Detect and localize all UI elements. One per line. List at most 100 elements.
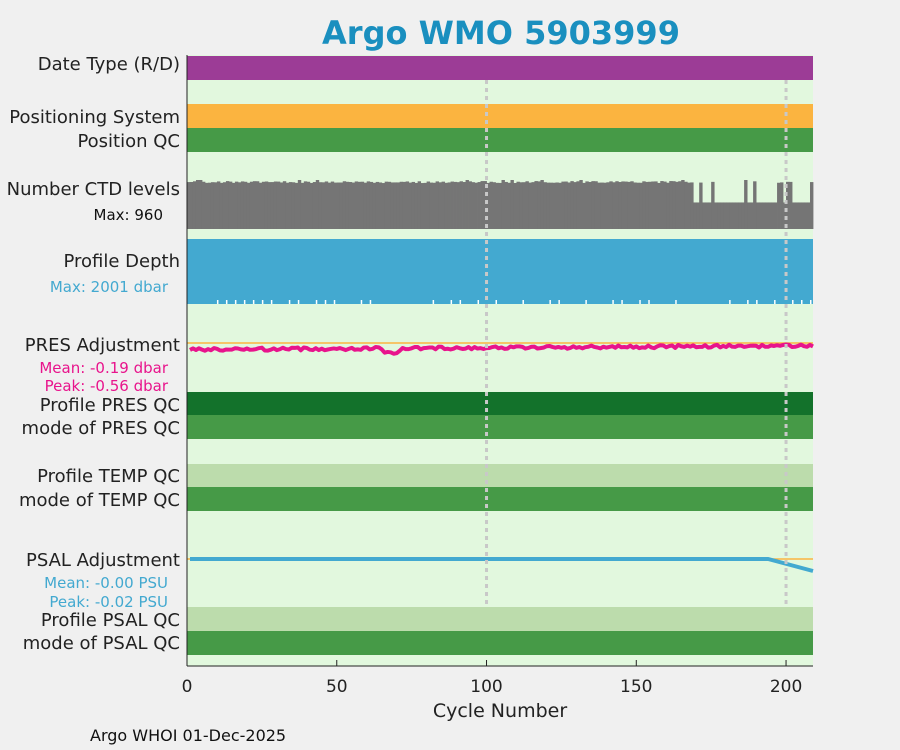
ctd-max-label: Max: 960 (94, 206, 163, 224)
ctd-bar (486, 182, 490, 229)
depth-notch (216, 300, 219, 304)
ctd-bar (327, 182, 332, 229)
ctd-bar (561, 181, 565, 229)
ctd-bar (702, 202, 706, 229)
ctd-bar (465, 180, 469, 229)
ctd-bar (396, 182, 401, 229)
ctd-bar (294, 182, 299, 229)
ctd-bar (600, 182, 604, 229)
ctd-bar (579, 180, 583, 229)
ctd-bar (747, 202, 751, 229)
ctd-bar (651, 181, 655, 229)
depth-max-label: Max: 2001 dbar (50, 278, 169, 296)
profile-temp-qc-bar (187, 464, 813, 487)
ctd-bar (516, 181, 520, 229)
ctd-bar (417, 181, 422, 229)
ctd-bar (324, 181, 329, 229)
depth-notch (360, 300, 363, 304)
ctd-bar (510, 180, 514, 229)
depth-notch (648, 300, 650, 304)
ctd-bar (390, 182, 395, 229)
ctd-bar (771, 202, 775, 229)
ctd-bar (789, 181, 793, 229)
depth-notch (495, 300, 498, 304)
data-series (187, 180, 814, 573)
ctd-bar (642, 181, 646, 229)
ctd-bar (420, 183, 425, 229)
ctd-bar (246, 182, 251, 229)
ctd-bar (612, 182, 616, 229)
ctd-bar (381, 183, 386, 229)
ctd-bar (351, 182, 356, 229)
ctd-bar (648, 181, 652, 229)
ctd-bar (585, 181, 589, 229)
ctd-bar (606, 182, 610, 229)
plot-background (187, 55, 813, 666)
depth-notch (477, 300, 480, 304)
ctd-bar (711, 181, 715, 229)
ctd-bar (477, 182, 481, 229)
depth-notch (639, 300, 641, 304)
ctd-bar (306, 181, 311, 229)
ctd-bar (543, 182, 547, 229)
ctd-bar (237, 182, 242, 229)
ctd-bar (441, 181, 445, 229)
ctd-bar (513, 182, 517, 229)
ctd-bar (783, 202, 787, 229)
ctd-bar (279, 182, 284, 229)
qc-bars (187, 56, 813, 655)
ctd-bar (336, 182, 341, 229)
ctd-bar (252, 181, 257, 229)
ctd-bar (732, 202, 736, 229)
ctd-bar (348, 182, 353, 229)
ctd-bar (630, 181, 634, 229)
ctd-bar (795, 202, 799, 229)
depth-notch (756, 300, 758, 304)
label-position-qc: Position QC (77, 131, 180, 152)
ctd-bar (534, 181, 538, 229)
ctd-bar (777, 182, 781, 229)
ctd-bar (357, 181, 362, 229)
x-axis-label: Cycle Number (433, 700, 567, 722)
ctd-bar (438, 182, 442, 229)
ctd-bar (798, 202, 802, 229)
ctd-bar (627, 181, 631, 229)
ctd-bar (690, 182, 694, 229)
ctd-bar (720, 202, 724, 229)
ctd-bar (339, 182, 344, 229)
label-data-type: Date Type (R/D) (38, 54, 180, 75)
ctd-bar (360, 181, 365, 229)
ctd-bar (204, 182, 209, 229)
ctd-bar (192, 181, 197, 229)
pres-peak-label: Peak: -0.56 dbar (45, 377, 169, 395)
ctd-bar (300, 182, 305, 229)
ctd-bar (567, 182, 571, 229)
depth-notch (369, 300, 372, 304)
ctd-bar (519, 182, 523, 229)
ctd-bar (414, 182, 419, 229)
ctd-bar (801, 202, 805, 229)
x-tick-label-200: 200 (770, 677, 802, 697)
ctd-bar (318, 182, 323, 229)
ctd-bar (741, 202, 745, 229)
position-qc-bar (187, 128, 813, 152)
ctd-bar (525, 181, 529, 229)
depth-notch (261, 300, 264, 304)
ctd-bar (531, 182, 535, 229)
ctd-bar (615, 181, 619, 229)
ctd-bar (603, 182, 607, 229)
ctd-bar (528, 182, 532, 229)
ctd-bar (399, 181, 404, 229)
background-bands (187, 55, 813, 666)
ctd-bar (483, 181, 487, 229)
ctd-bar (639, 182, 643, 229)
profile-psal-qc-bar (187, 607, 813, 631)
ctd-bar (258, 182, 263, 229)
ctd-bar (201, 181, 206, 229)
x-tick-label-50: 50 (326, 677, 348, 697)
ctd-bar (504, 181, 508, 229)
ctd-bar (624, 181, 628, 229)
ctd-bar (366, 181, 371, 229)
ctd-bar (429, 182, 434, 229)
ctd-bar (474, 182, 478, 229)
